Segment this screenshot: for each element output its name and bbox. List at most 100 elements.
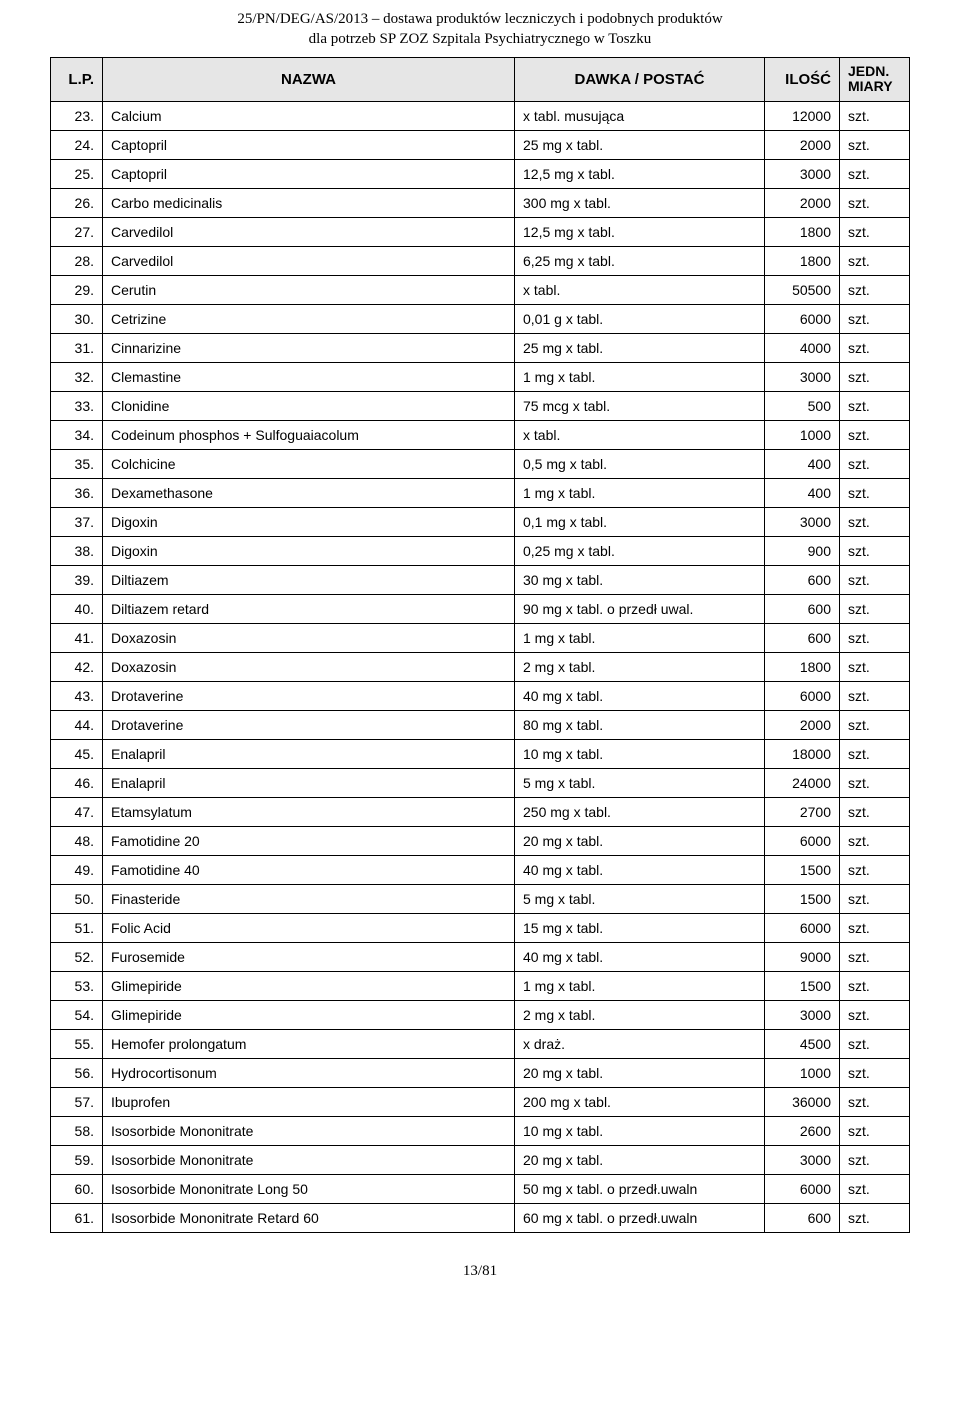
cell-dose: 2 mg x tabl. <box>515 1000 765 1029</box>
cell-lp: 26. <box>51 188 103 217</box>
cell-name: Hemofer prolongatum <box>103 1029 515 1058</box>
cell-qty: 4500 <box>765 1029 840 1058</box>
cell-lp: 25. <box>51 159 103 188</box>
cell-lp: 32. <box>51 362 103 391</box>
table-row: 31.Cinnarizine25 mg x tabl.4000szt. <box>51 333 910 362</box>
cell-qty: 600 <box>765 1203 840 1232</box>
cell-name: Diltiazem <box>103 565 515 594</box>
col-dose: DAWKA / POSTAĆ <box>515 58 765 102</box>
cell-unit: szt. <box>840 1000 910 1029</box>
cell-name: Isosorbide Mononitrate Long 50 <box>103 1174 515 1203</box>
doc-header-line2: dla potrzeb SP ZOZ Szpitala Psychiatrycz… <box>50 30 910 50</box>
cell-lp: 43. <box>51 681 103 710</box>
cell-unit: szt. <box>840 797 910 826</box>
cell-lp: 37. <box>51 507 103 536</box>
medicine-table: L.P. NAZWA DAWKA / POSTAĆ ILOŚĆ JEDN. MI… <box>50 57 910 1233</box>
cell-dose: 12,5 mg x tabl. <box>515 217 765 246</box>
cell-lp: 57. <box>51 1087 103 1116</box>
cell-dose: 1 mg x tabl. <box>515 478 765 507</box>
cell-qty: 500 <box>765 391 840 420</box>
cell-name: Cerutin <box>103 275 515 304</box>
cell-name: Hydrocortisonum <box>103 1058 515 1087</box>
table-row: 26.Carbo medicinalis300 mg x tabl.2000sz… <box>51 188 910 217</box>
cell-lp: 28. <box>51 246 103 275</box>
cell-dose: 20 mg x tabl. <box>515 1058 765 1087</box>
col-name: NAZWA <box>103 58 515 102</box>
table-row: 24.Captopril25 mg x tabl.2000szt. <box>51 130 910 159</box>
cell-dose: 200 mg x tabl. <box>515 1087 765 1116</box>
cell-name: Digoxin <box>103 536 515 565</box>
cell-dose: 40 mg x tabl. <box>515 681 765 710</box>
cell-dose: 10 mg x tabl. <box>515 1116 765 1145</box>
cell-unit: szt. <box>840 1029 910 1058</box>
cell-qty: 1500 <box>765 855 840 884</box>
cell-lp: 54. <box>51 1000 103 1029</box>
table-row: 43.Drotaverine40 mg x tabl.6000szt. <box>51 681 910 710</box>
cell-name: Drotaverine <box>103 710 515 739</box>
cell-qty: 12000 <box>765 101 840 130</box>
cell-qty: 6000 <box>765 1174 840 1203</box>
cell-unit: szt. <box>840 333 910 362</box>
table-row: 25.Captopril12,5 mg x tabl.3000szt. <box>51 159 910 188</box>
cell-lp: 52. <box>51 942 103 971</box>
table-row: 40.Diltiazem retard90 mg x tabl. o przed… <box>51 594 910 623</box>
cell-lp: 47. <box>51 797 103 826</box>
cell-unit: szt. <box>840 942 910 971</box>
cell-dose: 10 mg x tabl. <box>515 739 765 768</box>
cell-qty: 3000 <box>765 159 840 188</box>
cell-qty: 600 <box>765 623 840 652</box>
cell-name: Glimepiride <box>103 971 515 1000</box>
cell-dose: 20 mg x tabl. <box>515 1145 765 1174</box>
col-unit-line2: MIARY <box>848 78 893 94</box>
cell-lp: 59. <box>51 1145 103 1174</box>
cell-dose: 5 mg x tabl. <box>515 768 765 797</box>
cell-lp: 58. <box>51 1116 103 1145</box>
table-row: 39.Diltiazem30 mg x tabl.600szt. <box>51 565 910 594</box>
cell-unit: szt. <box>840 681 910 710</box>
cell-name: Doxazosin <box>103 652 515 681</box>
table-body: 23.Calciumx tabl. musująca12000szt.24.Ca… <box>51 101 910 1232</box>
cell-dose: 6,25 mg x tabl. <box>515 246 765 275</box>
col-qty: ILOŚĆ <box>765 58 840 102</box>
cell-dose: 60 mg x tabl. o przedł.uwaln <box>515 1203 765 1232</box>
cell-qty: 1800 <box>765 652 840 681</box>
cell-name: Carvedilol <box>103 246 515 275</box>
cell-name: Cetrizine <box>103 304 515 333</box>
cell-unit: szt. <box>840 420 910 449</box>
cell-name: Captopril <box>103 130 515 159</box>
cell-name: Clemastine <box>103 362 515 391</box>
cell-dose: 300 mg x tabl. <box>515 188 765 217</box>
cell-dose: 20 mg x tabl. <box>515 826 765 855</box>
table-row: 57.Ibuprofen200 mg x tabl.36000szt. <box>51 1087 910 1116</box>
cell-lp: 40. <box>51 594 103 623</box>
cell-lp: 46. <box>51 768 103 797</box>
table-row: 52.Furosemide40 mg x tabl.9000szt. <box>51 942 910 971</box>
table-row: 60.Isosorbide Mononitrate Long 5050 mg x… <box>51 1174 910 1203</box>
cell-lp: 45. <box>51 739 103 768</box>
cell-qty: 1500 <box>765 884 840 913</box>
cell-unit: szt. <box>840 304 910 333</box>
cell-lp: 24. <box>51 130 103 159</box>
cell-dose: 12,5 mg x tabl. <box>515 159 765 188</box>
cell-qty: 6000 <box>765 681 840 710</box>
cell-dose: 80 mg x tabl. <box>515 710 765 739</box>
cell-dose: 0,25 mg x tabl. <box>515 536 765 565</box>
col-unit-line1: JEDN. <box>848 63 889 79</box>
cell-dose: x tabl. <box>515 420 765 449</box>
cell-lp: 56. <box>51 1058 103 1087</box>
cell-unit: szt. <box>840 159 910 188</box>
cell-lp: 48. <box>51 826 103 855</box>
table-row: 49.Famotidine 4040 mg x tabl.1500szt. <box>51 855 910 884</box>
table-row: 29.Cerutinx tabl.50500szt. <box>51 275 910 304</box>
cell-lp: 31. <box>51 333 103 362</box>
cell-qty: 3000 <box>765 362 840 391</box>
cell-unit: szt. <box>840 449 910 478</box>
table-row: 32.Clemastine1 mg x tabl.3000szt. <box>51 362 910 391</box>
table-row: 37.Digoxin0,1 mg x tabl.3000szt. <box>51 507 910 536</box>
cell-lp: 60. <box>51 1174 103 1203</box>
cell-unit: szt. <box>840 478 910 507</box>
cell-qty: 50500 <box>765 275 840 304</box>
cell-name: Furosemide <box>103 942 515 971</box>
cell-qty: 400 <box>765 478 840 507</box>
cell-lp: 55. <box>51 1029 103 1058</box>
